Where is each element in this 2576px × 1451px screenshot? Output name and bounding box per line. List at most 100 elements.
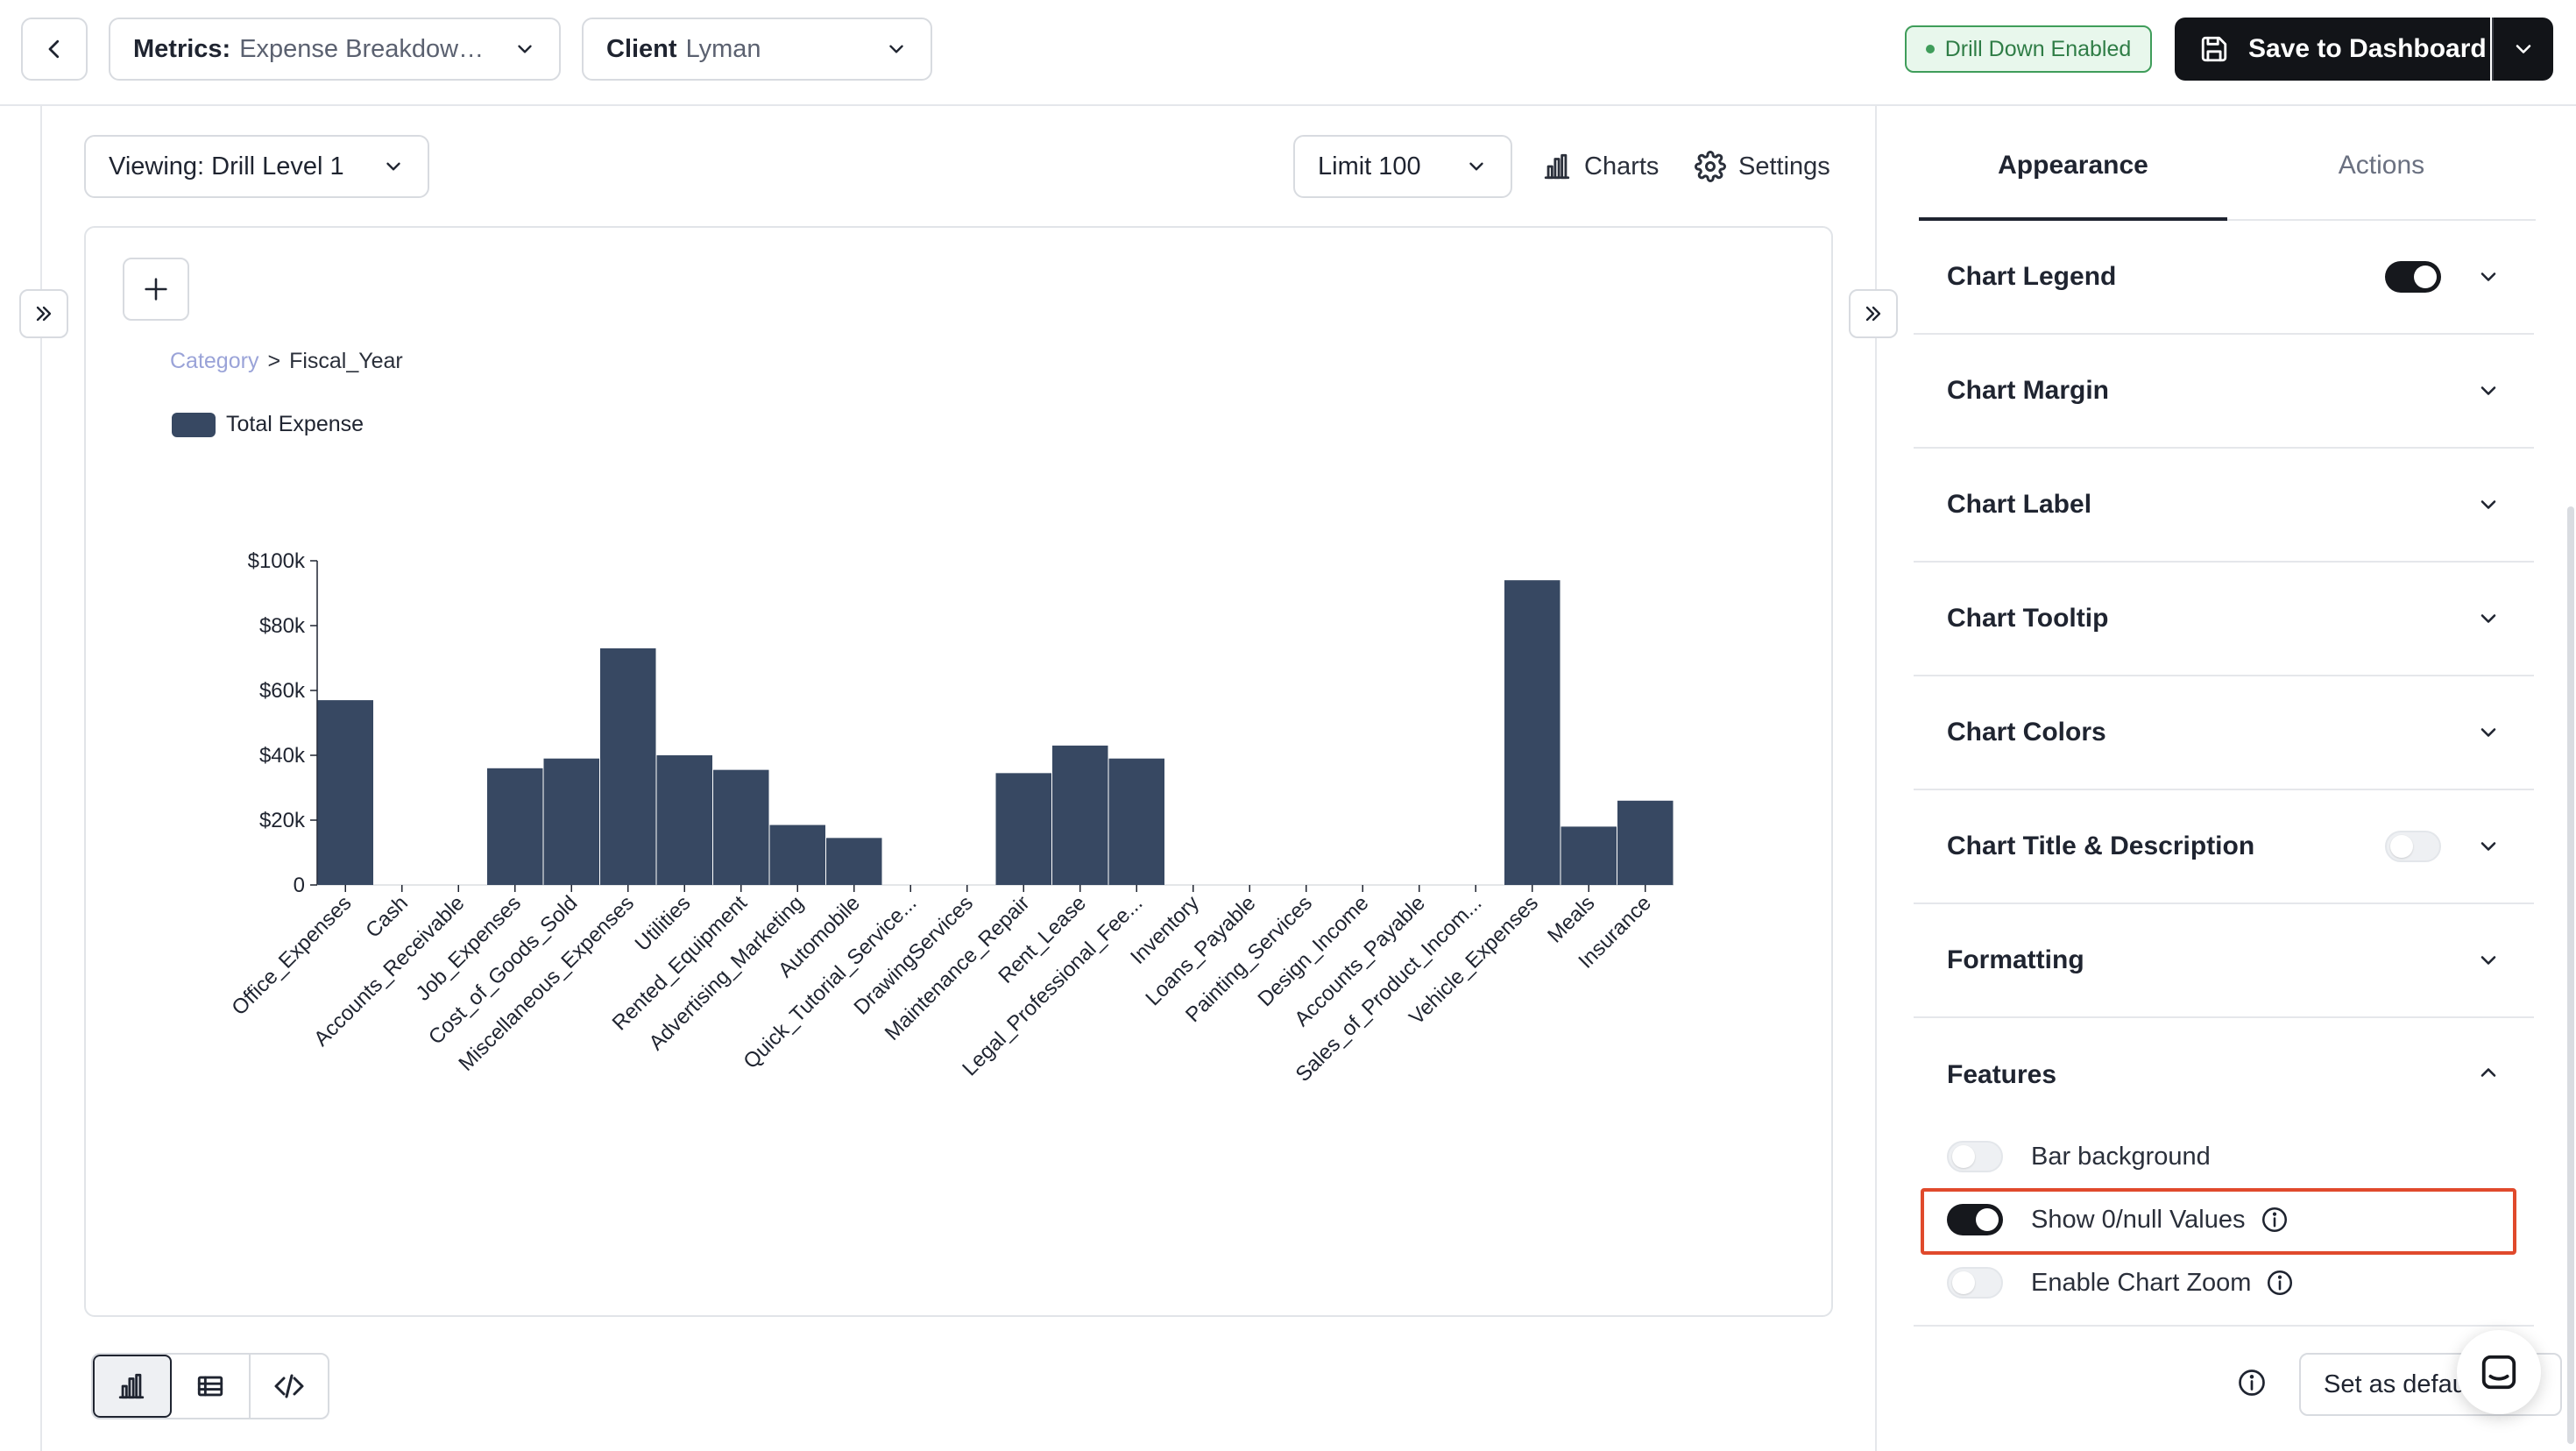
table-view-button[interactable] <box>172 1355 251 1418</box>
y-tick-label: $100k <box>248 549 306 573</box>
bar-vehicle-expenses[interactable] <box>1504 580 1560 885</box>
drill-down-text: Drill Down Enabled <box>1944 36 2132 61</box>
bar-rent-lease[interactable] <box>1052 745 1108 885</box>
breadcrumb-category-link[interactable]: Category <box>170 349 259 373</box>
chevron-down-icon <box>869 38 908 60</box>
chevrons-right-icon <box>1865 306 1881 322</box>
chevron-left-icon <box>48 39 60 59</box>
feature-bar-background: Bar background <box>1947 1141 2211 1172</box>
feature-label: Show 0/null Values <box>2031 1205 2246 1234</box>
breadcrumb-separator: > <box>267 349 281 373</box>
section-title: Chart Tooltip <box>1947 604 2109 633</box>
section-features: Features <box>1914 1018 2534 1327</box>
section-title: Chart Legend <box>1947 262 2117 291</box>
view-switch <box>91 1353 329 1419</box>
metrics-select[interactable]: Metrics: Expense Breakdown by Category <box>109 18 561 81</box>
info-icon[interactable] <box>2265 1268 2295 1298</box>
drill-down-badge: Drill Down Enabled <box>1905 25 2152 73</box>
bar-cost-of-goods-sold[interactable] <box>543 758 600 885</box>
legend-swatch <box>172 412 216 437</box>
client-select[interactable]: Client Lyman <box>582 18 932 81</box>
chat-icon <box>2481 1355 2516 1390</box>
save-label: Save to Dashboard <box>2248 34 2487 63</box>
section-title: Chart Title & Description <box>1947 832 2255 860</box>
section-formatting[interactable]: Formatting <box>1914 904 2534 1018</box>
section-chart-label[interactable]: Chart Label <box>1914 449 2534 563</box>
features-collapse-button[interactable] <box>2441 1060 2501 1085</box>
code-view-button[interactable] <box>251 1355 328 1418</box>
legend-label: Total Expense <box>226 412 364 436</box>
bar-meals[interactable] <box>1560 826 1617 885</box>
bar-job-expenses[interactable] <box>487 768 543 885</box>
chevron-down-icon <box>2476 834 2501 859</box>
chart-view-button[interactable] <box>93 1355 172 1418</box>
tab-actions[interactable]: Actions <box>2338 151 2425 180</box>
left-divider <box>40 106 42 1451</box>
chart-legend[interactable]: Total Expense <box>172 412 364 437</box>
y-tick-label: $20k <box>259 809 306 832</box>
info-icon[interactable] <box>2260 1205 2289 1235</box>
section-chart-tooltip[interactable]: Chart Tooltip <box>1914 563 2534 676</box>
section-chart-colors[interactable]: Chart Colors <box>1914 676 2534 790</box>
bar-legal-professional-fee-[interactable] <box>1108 758 1165 885</box>
feature-label: Bar background <box>2031 1142 2211 1171</box>
gear-icon <box>1695 151 1726 182</box>
save-to-dashboard-button[interactable]: Save to Dashboard <box>2175 18 2490 81</box>
chart-legend-toggle[interactable] <box>2385 261 2441 293</box>
bar-chart: 0 $20k $40k $60k $80k $100k Office_Expenses Cas… <box>227 549 1674 1086</box>
client-value: Lyman <box>685 34 761 63</box>
bar-utilities[interactable] <box>656 755 713 885</box>
drill-level-select[interactable]: Viewing: Drill Level 1 <box>84 135 429 198</box>
chart-title-toggle[interactable] <box>2385 831 2441 862</box>
charts-label: Charts <box>1584 152 1660 180</box>
enable-chart-zoom-toggle[interactable] <box>1947 1267 2003 1299</box>
section-chart-legend[interactable]: Chart Legend <box>1914 221 2534 335</box>
tab-appearance[interactable]: Appearance <box>1919 112 2227 221</box>
bar-chart-icon <box>1544 153 1570 180</box>
feature-show-null-values: Show 0/null Values <box>1947 1204 2289 1235</box>
bar-rented-equipment[interactable] <box>713 769 769 885</box>
highlight-box <box>1921 1188 2516 1255</box>
bar-automobile[interactable] <box>826 838 882 885</box>
chevron-down-icon <box>2476 492 2501 517</box>
x-tick-label: Cash <box>361 891 413 943</box>
charts-button[interactable]: Charts <box>1542 135 1659 198</box>
chevron-down-icon <box>2516 45 2531 53</box>
y-tick-label: $60k <box>259 679 306 703</box>
section-chart-title-description[interactable]: Chart Title & Description <box>1914 790 2534 904</box>
bar-background-toggle[interactable] <box>1947 1141 2003 1172</box>
chat-launcher-button[interactable] <box>2457 1330 2541 1414</box>
y-tick-label: $80k <box>259 614 306 638</box>
chevron-down-icon <box>2476 606 2501 631</box>
back-button[interactable] <box>21 18 88 81</box>
chevron-down-icon <box>2476 720 2501 745</box>
expand-left-panel-button[interactable] <box>19 289 68 338</box>
section-title: Chart Margin <box>1947 376 2110 405</box>
info-icon[interactable] <box>2236 1367 2268 1398</box>
breadcrumb-current: Fiscal_Year <box>289 349 403 373</box>
collapse-right-panel-button[interactable] <box>1849 289 1898 338</box>
chevron-down-icon <box>2476 948 2501 973</box>
bar-insurance[interactable] <box>1617 800 1674 885</box>
code-icon <box>274 1374 304 1398</box>
settings-button[interactable]: Settings <box>1695 135 1830 198</box>
table-icon <box>197 1376 223 1397</box>
bar-advertising-marketing[interactable] <box>769 825 826 885</box>
metrics-value: Expense Breakdown by Category <box>239 34 498 63</box>
save-options-button[interactable] <box>2492 18 2553 81</box>
bar-miscellaneous-expenses[interactable] <box>600 648 656 885</box>
panel-divider <box>1875 106 1877 1451</box>
add-button[interactable] <box>123 258 189 321</box>
bar-office-expenses[interactable] <box>317 700 374 885</box>
section-chart-margin[interactable]: Chart Margin <box>1914 335 2534 449</box>
plus-icon <box>145 278 167 301</box>
save-icon <box>2201 36 2227 62</box>
show-null-values-toggle[interactable] <box>1947 1204 2003 1235</box>
status-dot-icon <box>1925 45 1935 53</box>
limit-label: Limit 100 <box>1318 152 1421 180</box>
limit-select[interactable]: Limit 100 <box>1293 135 1512 198</box>
section-title: Chart Label <box>1947 490 2092 519</box>
bar-maintenance-repair[interactable] <box>995 773 1052 885</box>
x-tick-label: Office_Expenses <box>227 891 356 1020</box>
panel-scrollbar[interactable] <box>2567 506 2574 1444</box>
